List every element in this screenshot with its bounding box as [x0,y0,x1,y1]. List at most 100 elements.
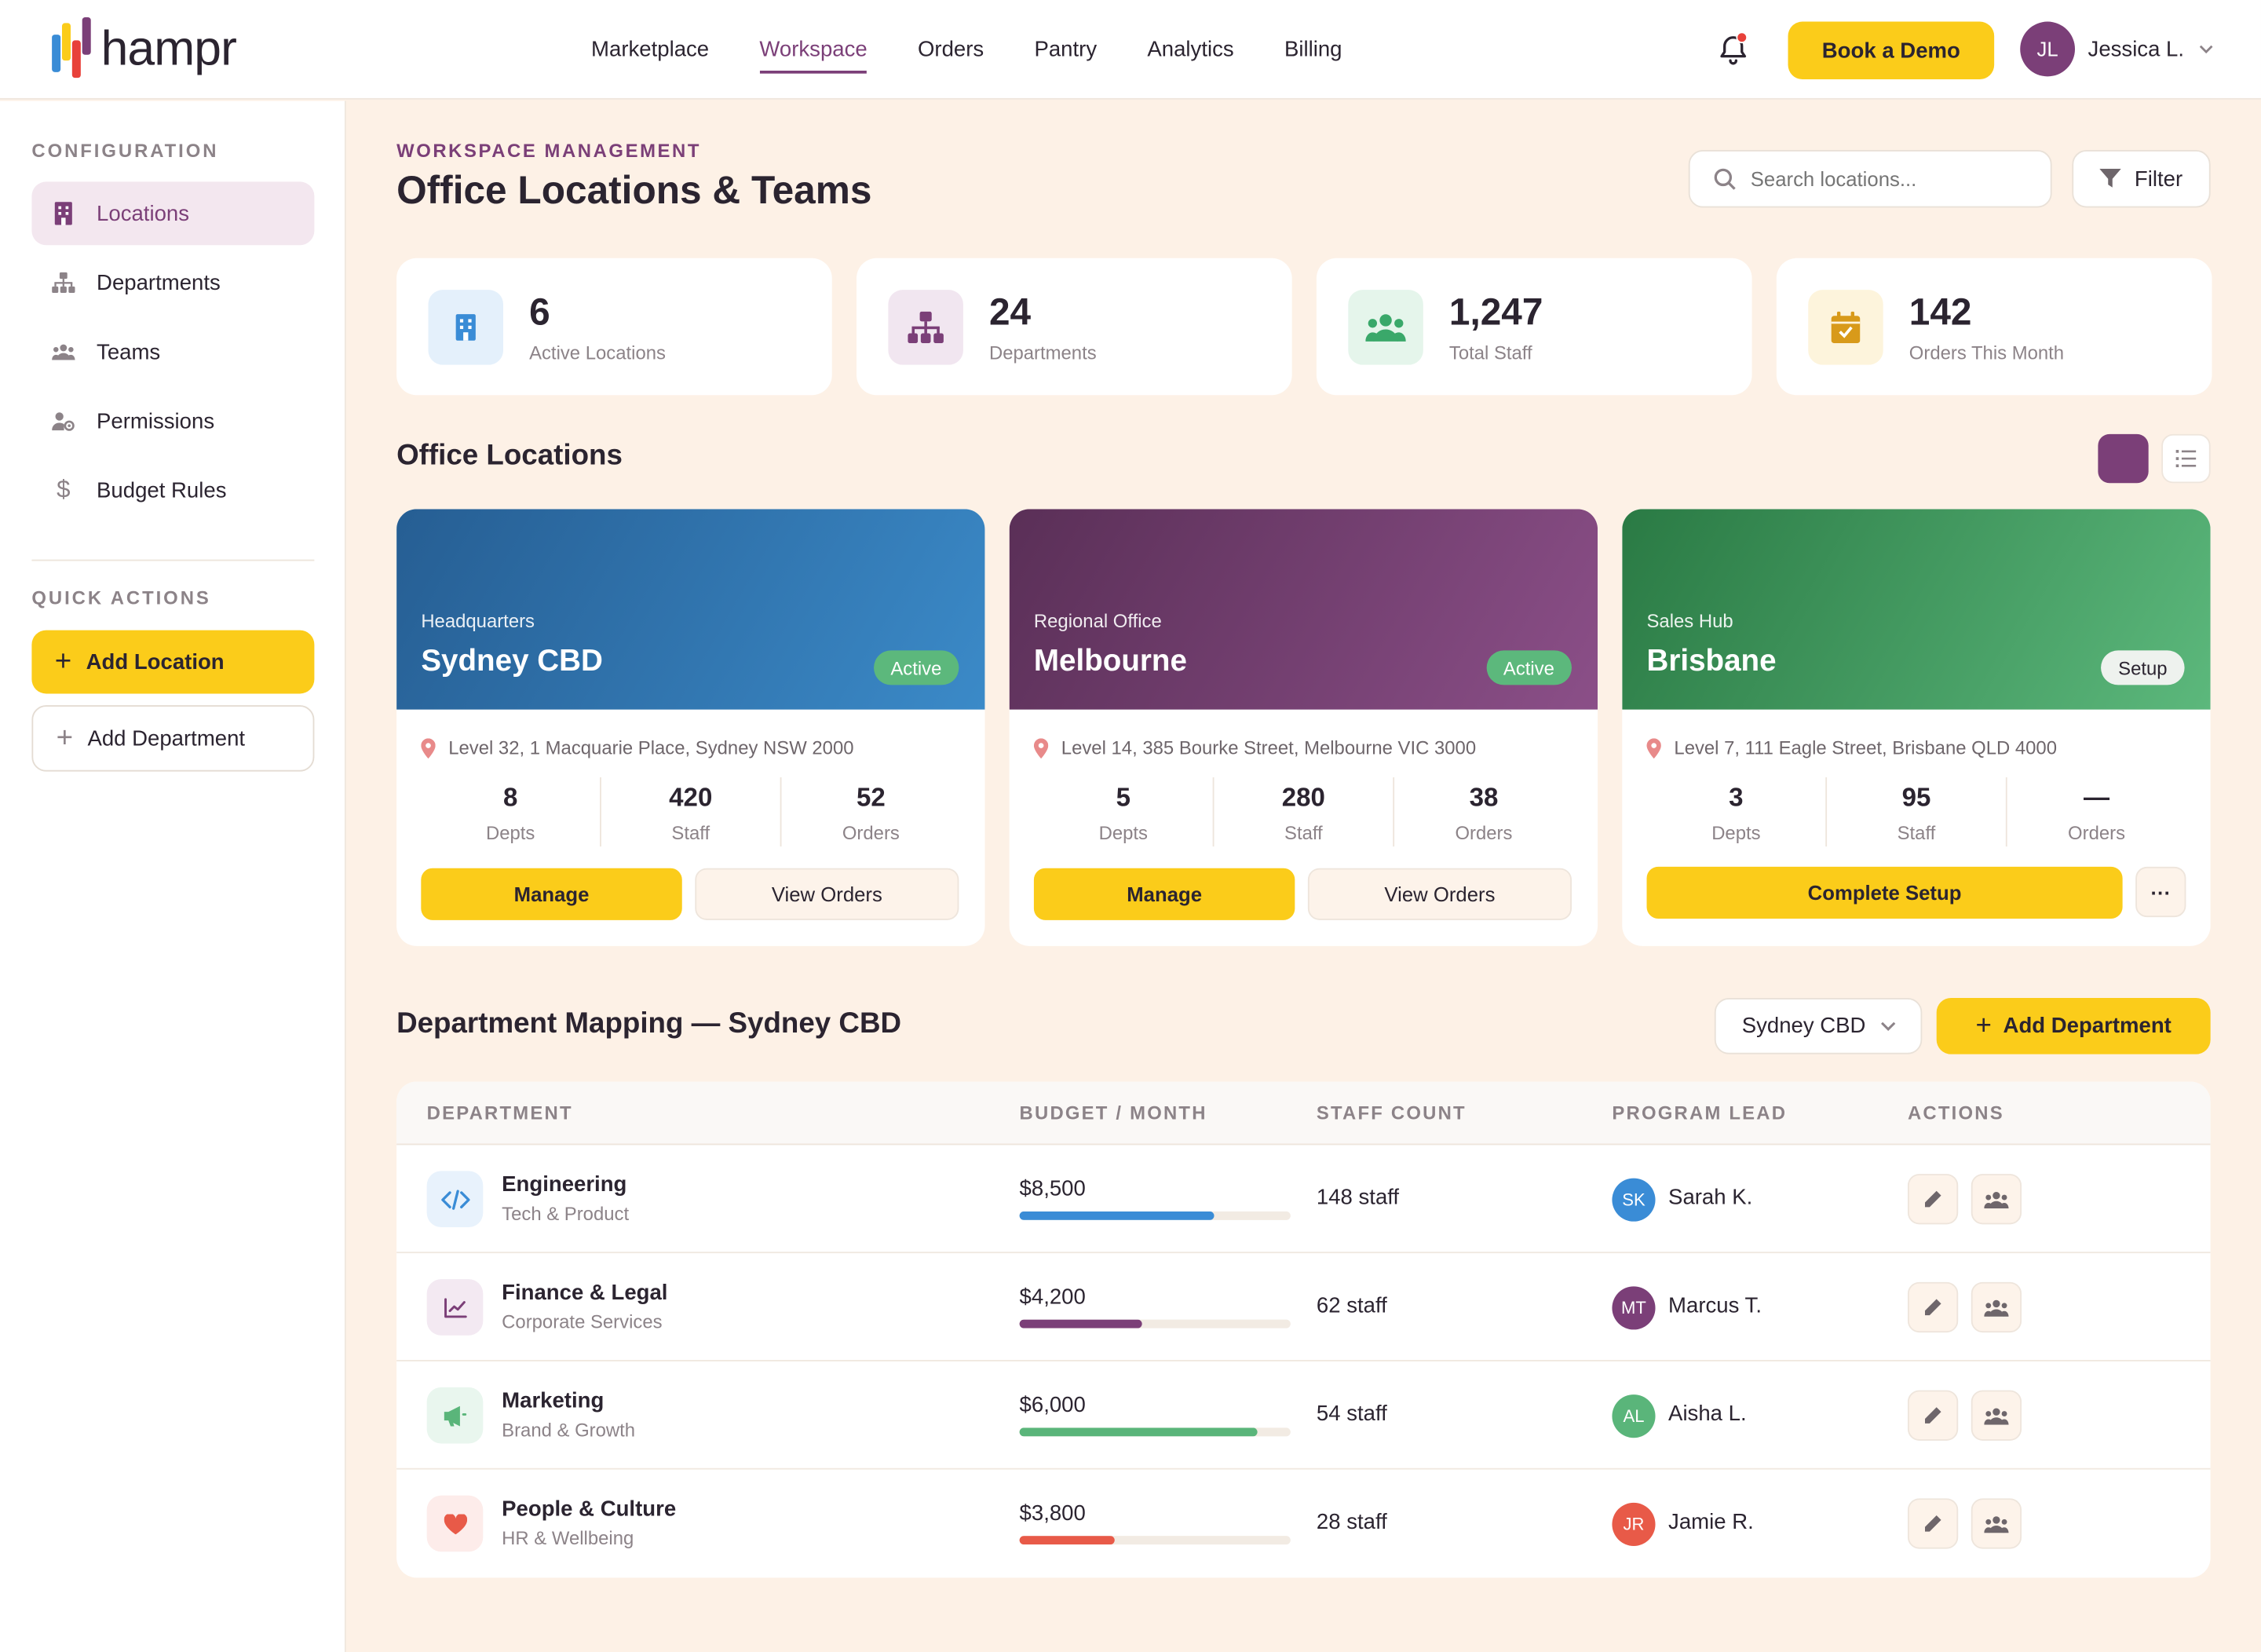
megaphone-icon [426,1387,484,1444]
nav-workspace[interactable]: Workspace [759,29,868,74]
logo-mark-icon [49,17,97,81]
grid-view-toggle[interactable] [2098,433,2149,484]
org-chart-icon [52,271,75,294]
main-nav: Marketplace Workspace Orders Pantry Anal… [591,0,1393,100]
table-row: Finance & Legal Corporate Services $4,20… [396,1253,2211,1361]
map-pin-icon [1033,737,1049,758]
avatar: SK [1612,1178,1656,1222]
stat-card-locations: 6 Active Locations [396,258,832,396]
stat-card-departments: 24 Departments [856,258,1292,396]
map-pin-icon [421,737,436,758]
sidebar-item-label: Budget Rules [97,477,227,503]
nav-orders[interactable]: Orders [918,37,984,62]
calendar-check-icon [1808,290,1883,365]
notification-bell-icon[interactable] [1716,31,1751,66]
manage-team-button[interactable] [1971,1281,2022,1333]
stat-depts: 8 Depts [485,783,535,844]
sidebar-item-teams[interactable]: Teams [31,320,314,384]
table-header: DEPARTMENT BUDGET / MONTH STAFF COUNT PR… [396,1081,2211,1146]
building-icon [428,290,504,365]
avatar: JR [1612,1502,1656,1546]
budget-bar [1019,1427,1291,1437]
sidebar-item-departments[interactable]: Departments [31,251,314,315]
nav-analytics[interactable]: Analytics [1147,37,1234,62]
manage-team-button[interactable] [1971,1390,2022,1441]
top-navigation-bar: hampr Marketplace Workspace Orders Pantr… [0,0,2261,100]
department-subtitle: Brand & Growth [502,1419,636,1441]
status-badge: Active [1485,650,1572,685]
department-table: DEPARTMENT BUDGET / MONTH STAFF COUNT PR… [396,1081,2211,1578]
sidebar-config-heading: CONFIGURATION [31,140,219,162]
nav-billing[interactable]: Billing [1284,37,1342,62]
avatar: MT [1612,1286,1656,1330]
sidebar-item-label: Departments [97,270,221,295]
edit-button[interactable] [1907,1498,1959,1549]
edit-button[interactable] [1907,1174,1959,1225]
stat-orders: — Orders [2005,777,2186,847]
pencil-icon [1924,1515,1941,1532]
heart-icon [426,1495,484,1552]
manage-button[interactable]: Manage [421,868,682,920]
manage-team-button[interactable] [1971,1174,2022,1225]
book-demo-button[interactable]: Book a Demo [1788,21,1995,80]
column-header-lead[interactable]: PROGRAM LEAD [1612,1102,1788,1124]
column-header-budget[interactable]: BUDGET / MONTH [1019,1102,1207,1124]
view-orders-button[interactable]: View Orders [1307,868,1572,920]
user-menu[interactable]: JL Jessica L. [2020,21,2213,77]
stat-staff: 95 Staff [1825,777,2006,847]
chevron-down-icon [1880,1022,1896,1031]
sidebar-item-locations[interactable]: Locations [31,181,315,246]
sidebar-item-permissions[interactable]: Permissions [31,389,314,453]
sidebar-item-budget-rules[interactable]: $ Budget Rules [31,459,314,522]
department-name: Marketing [502,1388,605,1413]
budget-amount: $4,200 [1019,1285,1086,1310]
more-options-button[interactable]: ··· [2135,866,2186,918]
column-header-staff[interactable]: STAFF COUNT [1316,1102,1467,1124]
building-icon [52,202,75,225]
budget-bar-fill [1019,1211,1215,1220]
map-pin-icon [1646,737,1661,758]
plus-icon: + [56,722,74,755]
avatar: AL [1612,1394,1656,1438]
manage-button[interactable]: Manage [1033,868,1295,920]
budget-bar [1019,1319,1291,1329]
sidebar-item-label: Locations [97,201,190,226]
add-location-button[interactable]: + Add Location [31,630,315,694]
manage-team-button[interactable] [1971,1498,2022,1549]
column-header-department[interactable]: DEPARTMENT [426,1102,573,1124]
location-address: Level 7, 111 Eagle Street, Brisbane QLD … [1646,737,2057,758]
address-text: Level 32, 1 Macquarie Place, Sydney NSW … [448,736,854,759]
location-card-sydney: Headquarters Sydney CBD Active Level 32,… [396,509,985,946]
nav-marketplace[interactable]: Marketplace [591,37,710,62]
view-orders-button[interactable]: View Orders [695,868,959,920]
users-icon [1984,1191,2009,1208]
add-location-label: Add Location [86,649,225,674]
status-badge: Active [873,650,959,685]
filter-button[interactable]: Filter [2072,150,2211,208]
budget-amount: $3,800 [1019,1501,1086,1526]
location-card-brisbane: Sales Hub Brisbane Setup Level 7, 111 Ea… [1622,509,2211,946]
users-icon [52,340,75,363]
location-select[interactable]: Sydney CBD [1714,997,1923,1054]
list-view-toggle[interactable] [2161,433,2211,484]
stat-orders: 38 Orders [1393,777,1573,847]
search-locations[interactable] [1688,150,2052,208]
location-type: Headquarters [421,609,535,632]
add-department-button[interactable]: + Add Department [1936,997,2211,1054]
stat-depts: 3 Depts [1711,783,1761,844]
pencil-icon [1924,1299,1941,1316]
location-address: Level 14, 385 Bourke Street, Melbourne V… [1033,737,1476,758]
complete-setup-button[interactable]: Complete Setup [1646,866,2123,919]
add-department-sidebar-button[interactable]: + Add Department [31,705,315,772]
location-type: Sales Hub [1646,609,1733,632]
edit-button[interactable] [1907,1390,1959,1441]
stat-value: 142 [1909,290,1972,334]
brand-logo[interactable]: hampr [49,17,237,81]
budget-bar-fill [1019,1536,1115,1545]
staff-count: 148 staff [1316,1185,1400,1210]
edit-button[interactable] [1907,1281,1959,1333]
search-input[interactable] [1750,167,2040,191]
department-name: Finance & Legal [502,1280,668,1306]
nav-pantry[interactable]: Pantry [1034,37,1098,62]
